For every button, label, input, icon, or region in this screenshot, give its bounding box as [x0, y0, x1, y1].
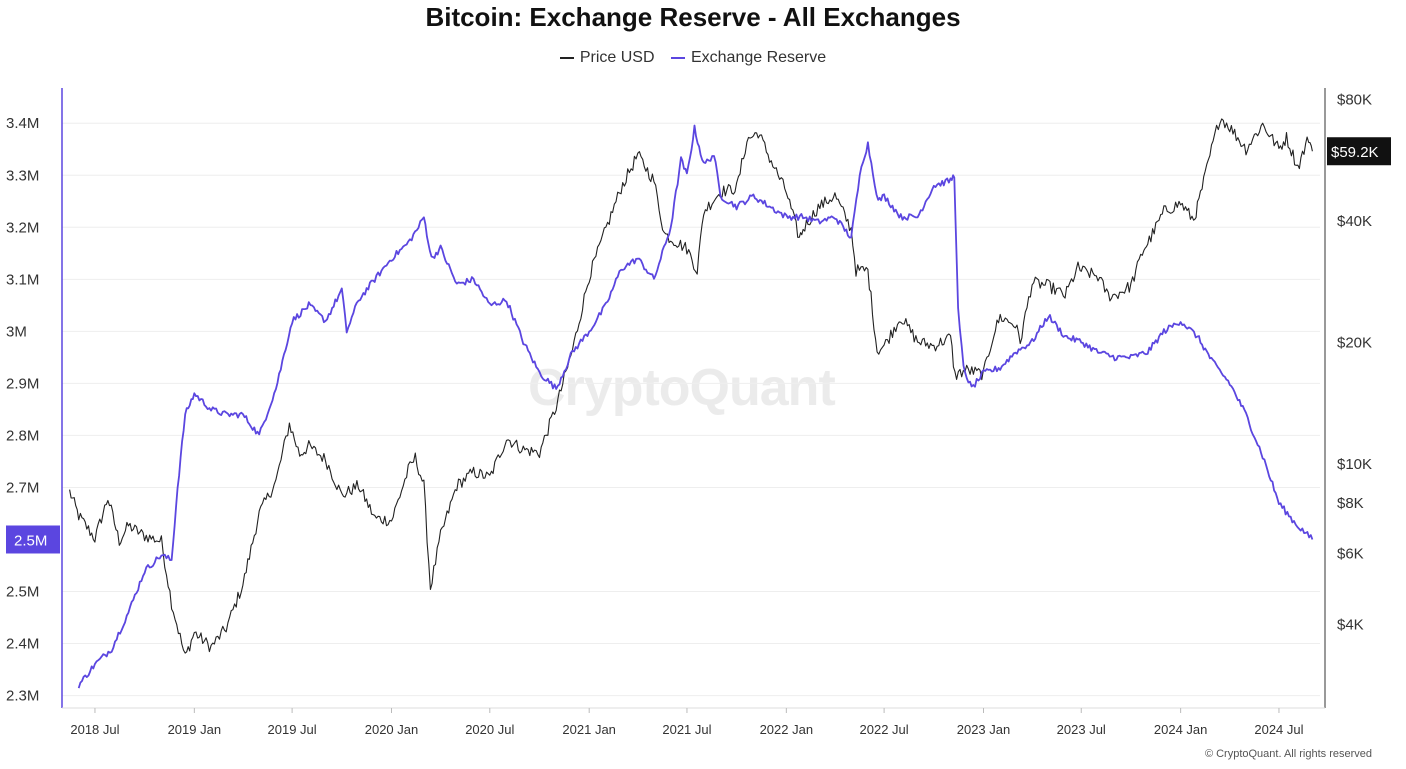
y-right-tick-label: $80K — [1337, 91, 1372, 108]
y-left-tick-label: 3.2M — [6, 219, 39, 236]
series-line-price-usd — [69, 118, 1313, 654]
x-tick-label: 2019 Jan — [168, 722, 222, 737]
x-tick-label: 2024 Jul — [1254, 722, 1303, 737]
y-right-tick-label: $4K — [1337, 617, 1364, 634]
legend-item-reserve[interactable]: Exchange Reserve — [670, 49, 827, 67]
chart-title: Bitcoin: Exchange Reserve - All Exchange… — [425, 2, 961, 32]
y-left-tick-label: 2.3M — [6, 688, 39, 705]
legend-item-price[interactable]: Price USD — [559, 49, 655, 67]
x-tick-label: 2022 Jul — [860, 722, 909, 737]
x-tick-label: 2023 Jan — [957, 722, 1011, 737]
y-right-current-badge-label: $59.2K — [1331, 144, 1379, 161]
y-right-tick-label: $6K — [1337, 546, 1364, 563]
y-right-tick-label: $20K — [1337, 334, 1372, 351]
series-line-exchange-reserve — [77, 124, 1314, 689]
y-left-tick-label: 2.4M — [6, 636, 39, 653]
legend-swatch-price — [559, 57, 574, 59]
x-tick-label: 2023 Jul — [1057, 722, 1106, 737]
y-right-tick-label: $10K — [1337, 456, 1372, 473]
x-tick-label: 2020 Jul — [465, 722, 514, 737]
y-right-current-badge — [1327, 137, 1391, 166]
watermark-logo: CryptoQuant — [528, 359, 836, 417]
y-left-tick-label: 2.5M — [6, 584, 39, 601]
legend-swatch-reserve — [670, 57, 685, 59]
x-tick-label: 2019 Jul — [268, 722, 317, 737]
y-left-tick-label: 3.3M — [6, 167, 39, 184]
y-left-tick-label: 3M — [6, 323, 27, 340]
y-left-current-badge — [6, 525, 60, 554]
x-tick-label: 2021 Jan — [562, 722, 616, 737]
y-left-tick-label: 3.1M — [6, 271, 39, 288]
y-left-tick-label: 3.4M — [6, 115, 39, 132]
x-tick-label: 2020 Jan — [365, 722, 419, 737]
y-left-tick-label: 2.9M — [6, 375, 39, 392]
y-left-tick-label: 2.7M — [6, 479, 39, 496]
legend-label-reserve: Exchange Reserve — [690, 49, 827, 66]
chart-legend: Price USD Exchange Reserve — [0, 46, 1386, 67]
x-tick-label: 2022 Jan — [760, 722, 814, 737]
x-tick-label: 2018 Jul — [70, 722, 119, 737]
y-right-tick-label: $40K — [1337, 213, 1372, 230]
legend-label-price: Price USD — [579, 49, 655, 66]
y-right-tick-label: $8K — [1337, 495, 1364, 512]
x-tick-label: 2021 Jul — [662, 722, 711, 737]
y-left-current-badge-label: 2.5M — [14, 532, 47, 549]
copyright-notice: © CryptoQuant. All rights reserved — [1204, 748, 1372, 760]
y-left-tick-label: 2.8M — [6, 427, 39, 444]
x-tick-label: 2024 Jan — [1154, 722, 1208, 737]
